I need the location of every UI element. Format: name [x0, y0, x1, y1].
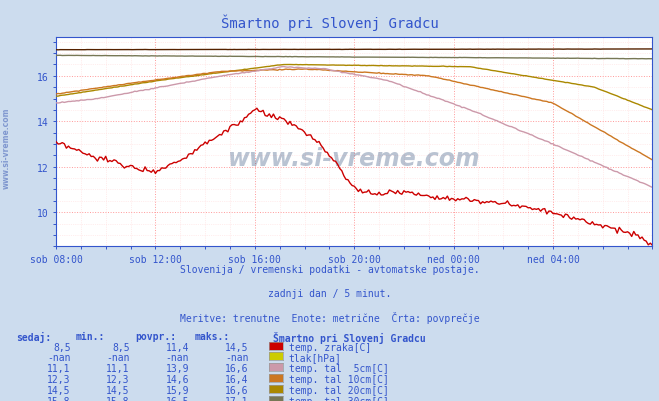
Text: 8,5: 8,5	[112, 342, 130, 352]
Text: -nan: -nan	[165, 352, 189, 363]
Text: min.:: min.:	[76, 331, 105, 341]
Text: 14,5: 14,5	[106, 385, 130, 395]
Text: zadnji dan / 5 minut.: zadnji dan / 5 minut.	[268, 288, 391, 298]
Text: temp. tal 20cm[C]: temp. tal 20cm[C]	[289, 385, 389, 395]
Text: temp. tal 30cm[C]: temp. tal 30cm[C]	[289, 396, 389, 401]
Text: 8,5: 8,5	[53, 342, 71, 352]
Text: 15,8: 15,8	[47, 396, 71, 401]
Text: 11,1: 11,1	[106, 363, 130, 373]
Text: 16,6: 16,6	[225, 385, 248, 395]
Text: temp. tal  5cm[C]: temp. tal 5cm[C]	[289, 363, 389, 373]
Text: Šmartno pri Slovenj Gradcu: Šmartno pri Slovenj Gradcu	[273, 331, 426, 343]
Text: 14,5: 14,5	[225, 342, 248, 352]
Text: Meritve: trenutne  Enote: metrične  Črta: povprečje: Meritve: trenutne Enote: metrične Črta: …	[180, 311, 479, 323]
Text: 16,4: 16,4	[225, 374, 248, 384]
Text: Slovenija / vremenski podatki - avtomatske postaje.: Slovenija / vremenski podatki - avtomats…	[180, 265, 479, 275]
Text: 16,5: 16,5	[165, 396, 189, 401]
Text: 12,3: 12,3	[106, 374, 130, 384]
Text: 14,6: 14,6	[165, 374, 189, 384]
Text: povpr.:: povpr.:	[135, 331, 176, 341]
Text: 15,8: 15,8	[106, 396, 130, 401]
Text: 15,9: 15,9	[165, 385, 189, 395]
Text: -nan: -nan	[106, 352, 130, 363]
Text: temp. zraka[C]: temp. zraka[C]	[289, 342, 371, 352]
Text: www.si-vreme.com: www.si-vreme.com	[2, 108, 11, 189]
Text: 16,6: 16,6	[225, 363, 248, 373]
Text: 14,5: 14,5	[47, 385, 71, 395]
Text: maks.:: maks.:	[194, 331, 229, 341]
Text: 17,1: 17,1	[225, 396, 248, 401]
Text: sedaj:: sedaj:	[16, 331, 51, 342]
Text: Šmartno pri Slovenj Gradcu: Šmartno pri Slovenj Gradcu	[221, 14, 438, 30]
Text: tlak[hPa]: tlak[hPa]	[289, 352, 341, 363]
Text: 13,9: 13,9	[165, 363, 189, 373]
Text: 11,4: 11,4	[165, 342, 189, 352]
Text: www.si-vreme.com: www.si-vreme.com	[228, 147, 480, 171]
Text: temp. tal 10cm[C]: temp. tal 10cm[C]	[289, 374, 389, 384]
Text: -nan: -nan	[47, 352, 71, 363]
Text: 12,3: 12,3	[47, 374, 71, 384]
Text: -nan: -nan	[225, 352, 248, 363]
Text: 11,1: 11,1	[47, 363, 71, 373]
